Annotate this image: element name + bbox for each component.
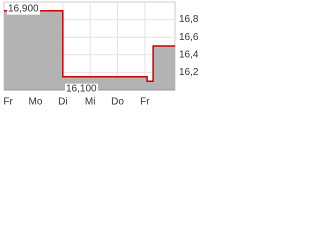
annotation-background <box>7 3 41 15</box>
annotation: 16,900 <box>8 4 39 15</box>
y-tick-label: 16,2 <box>179 67 199 78</box>
x-tick-label: Fr <box>3 97 13 108</box>
annotation-background <box>65 83 99 95</box>
x-tick-label: Mi <box>85 97 96 108</box>
y-tick-label: 16,4 <box>179 49 199 60</box>
area <box>4 10 175 90</box>
y-tick-label: 16,8 <box>179 14 199 25</box>
y-tick-label: 16,6 <box>179 32 199 43</box>
line <box>4 10 175 82</box>
x-tick-label: Di <box>58 97 67 108</box>
chart: 16,2 16,4 16,6 16,8 Fr Mo Di Mi Do Fr 16,900 16,100 <box>3 1 199 108</box>
x-tick-label: Fr <box>140 97 150 108</box>
x-tick-label: Mo <box>29 97 43 108</box>
x-tick-label: Do <box>111 97 124 108</box>
annotation: 16,100 <box>66 84 97 95</box>
